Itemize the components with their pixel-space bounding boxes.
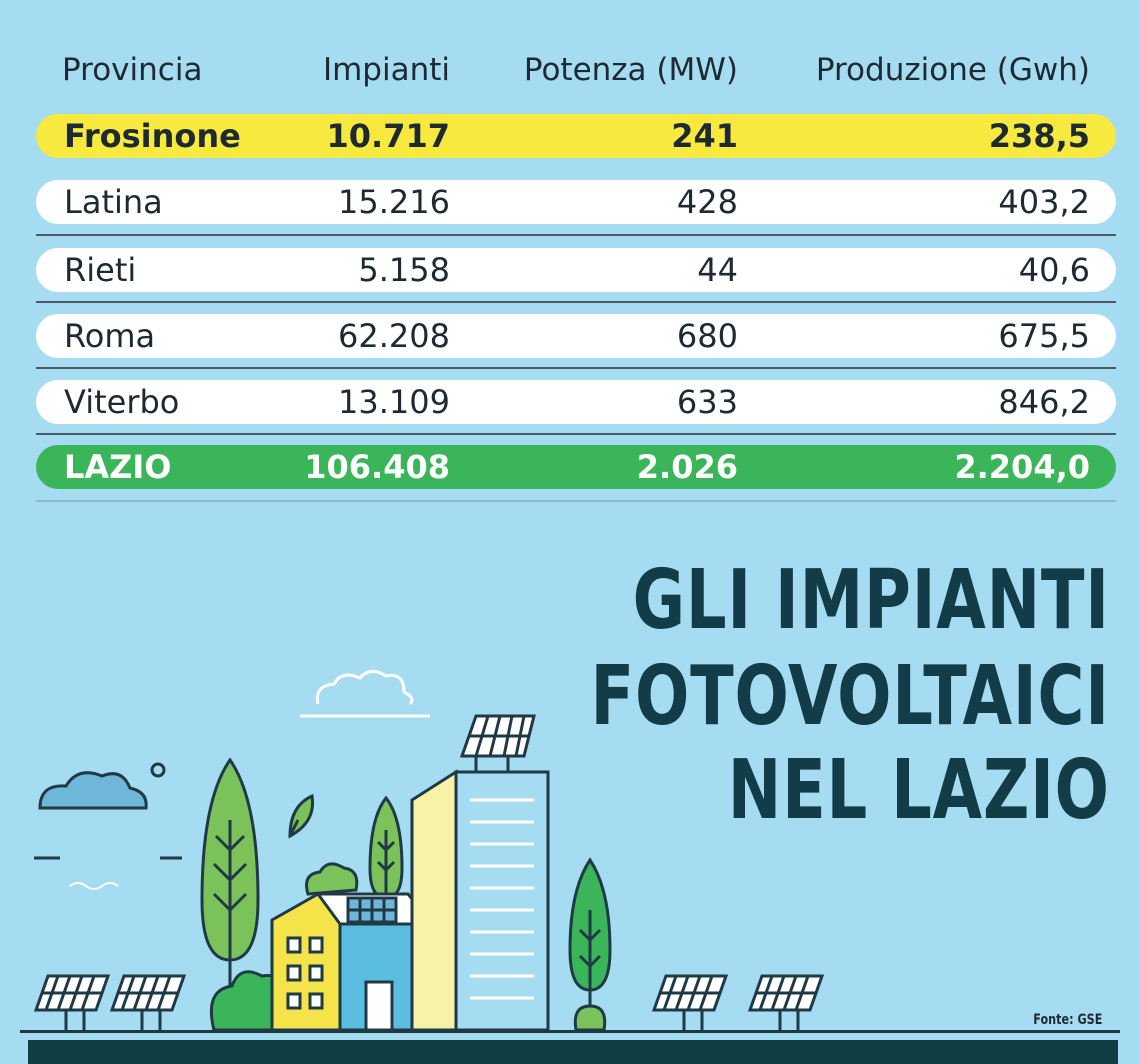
cell-impianti: 13.109	[338, 383, 450, 421]
cell-impianti: 15.216	[338, 183, 450, 221]
row-pill-roma	[36, 314, 1116, 358]
solar-panel-icon	[459, 714, 536, 758]
row-pill-viterbo	[36, 380, 1116, 424]
cell-produzione: 846,2	[998, 383, 1090, 421]
title-line-3: NEL LAZIO	[727, 743, 1110, 838]
cell-provincia: Viterbo	[64, 383, 180, 421]
bush-icon	[305, 862, 359, 896]
solar-panel-icon	[33, 974, 111, 1030]
building-icon	[410, 754, 550, 1032]
cell-produzione: 2.204,0	[954, 448, 1090, 486]
solar-panel-icon	[747, 974, 825, 1030]
cell-potenza: 241	[671, 117, 738, 155]
tree-icon	[368, 795, 404, 900]
header-produzione: Produzione (Gwh)	[815, 52, 1090, 88]
row-separator	[36, 301, 1116, 303]
solar-city-illustration	[20, 670, 1120, 1033]
wave-icon	[69, 882, 119, 890]
house-icon	[270, 892, 436, 1032]
cell-potenza: 44	[697, 251, 738, 289]
cell-provincia: LAZIO	[64, 448, 172, 486]
cell-impianti: 106.408	[304, 448, 450, 486]
header-provincia: Provincia	[62, 52, 203, 88]
cell-potenza: 633	[676, 383, 738, 421]
cell-produzione: 675,5	[998, 317, 1090, 355]
cell-produzione: 238,5	[988, 117, 1090, 155]
cell-impianti: 5.158	[358, 251, 450, 289]
cell-produzione: 40,6	[1018, 251, 1090, 289]
cloud-icon	[300, 670, 430, 718]
bottom-bar	[28, 1040, 1118, 1064]
header-impianti: Impianti	[322, 52, 450, 88]
row-separator	[36, 234, 1116, 236]
row-separator	[36, 433, 1116, 435]
tree-icon	[568, 857, 612, 1032]
cell-potenza: 2.026	[636, 448, 738, 486]
row-pill-rieti	[36, 248, 1116, 292]
tree-icon	[200, 757, 260, 1030]
row-separator	[36, 367, 1116, 369]
row-pill-lazio-total	[36, 445, 1116, 489]
cloud-icon	[34, 762, 182, 860]
cell-provincia: Latina	[64, 183, 163, 221]
table-bottom-line	[36, 500, 1116, 502]
cell-produzione: 403,2	[998, 183, 1090, 221]
solar-panel-icon	[651, 974, 729, 1030]
cell-provincia: Rieti	[64, 251, 137, 289]
cell-provincia: Roma	[64, 317, 156, 355]
cell-impianti: 10.717	[326, 117, 450, 155]
ground-line	[20, 1030, 1120, 1033]
title-line-1: GLI IMPIANTI	[632, 553, 1110, 648]
cell-potenza: 428	[676, 183, 738, 221]
row-pill-latina	[36, 180, 1116, 224]
cell-provincia: Frosinone	[64, 117, 241, 155]
row-pill-frosinone	[36, 114, 1116, 158]
title-line-2: FOTOVOLTAICI	[590, 649, 1110, 744]
leaf-icon	[288, 793, 315, 839]
solar-panel-icon	[109, 974, 187, 1030]
header-potenza: Potenza (MW)	[523, 52, 738, 88]
cell-impianti: 62.208	[338, 317, 450, 355]
source-note: Fonte: GSE	[1032, 1012, 1102, 1028]
cell-potenza: 680	[676, 317, 738, 355]
